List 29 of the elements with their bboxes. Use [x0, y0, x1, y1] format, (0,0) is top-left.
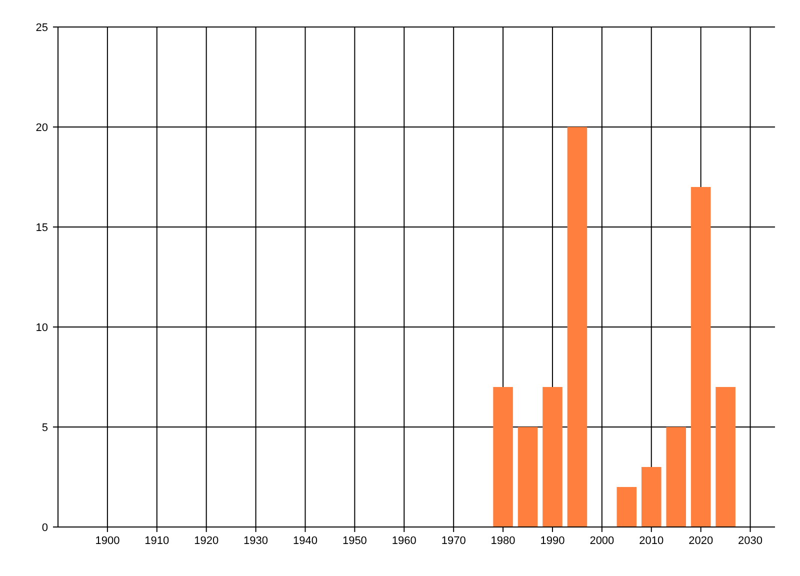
x-tick-label: 1920: [194, 535, 219, 547]
x-tick-label: 1930: [244, 535, 268, 547]
x-tick-label: 1940: [293, 535, 318, 547]
x-tick-label: 1900: [95, 535, 120, 547]
x-tick-label: 2010: [639, 535, 664, 547]
x-tick-label: 1970: [441, 535, 466, 547]
y-tick-label: 25: [36, 22, 48, 34]
y-tick-label: 0: [42, 522, 48, 534]
bar: [716, 387, 736, 527]
x-tick-label: 1990: [540, 535, 565, 547]
x-tick-label: 1950: [342, 535, 367, 547]
bar: [518, 427, 538, 527]
bar: [666, 427, 686, 527]
bar: [567, 127, 588, 527]
bar: [542, 387, 562, 527]
x-tick-label: 1910: [144, 535, 170, 547]
bar: [493, 387, 513, 527]
bar: [641, 467, 662, 527]
y-tick-label: 5: [42, 422, 48, 434]
x-tick-label: 2030: [738, 535, 763, 547]
y-tick-label: 10: [36, 322, 48, 334]
x-tick-label: 2020: [688, 535, 714, 547]
bar: [616, 487, 637, 527]
y-tick-label: 15: [36, 222, 48, 234]
x-tick-label: 1960: [392, 535, 416, 547]
x-tick-label: 2000: [590, 535, 614, 547]
bar: [690, 187, 711, 527]
y-tick-label: 20: [36, 122, 48, 134]
x-tick-label: 1980: [490, 535, 516, 547]
